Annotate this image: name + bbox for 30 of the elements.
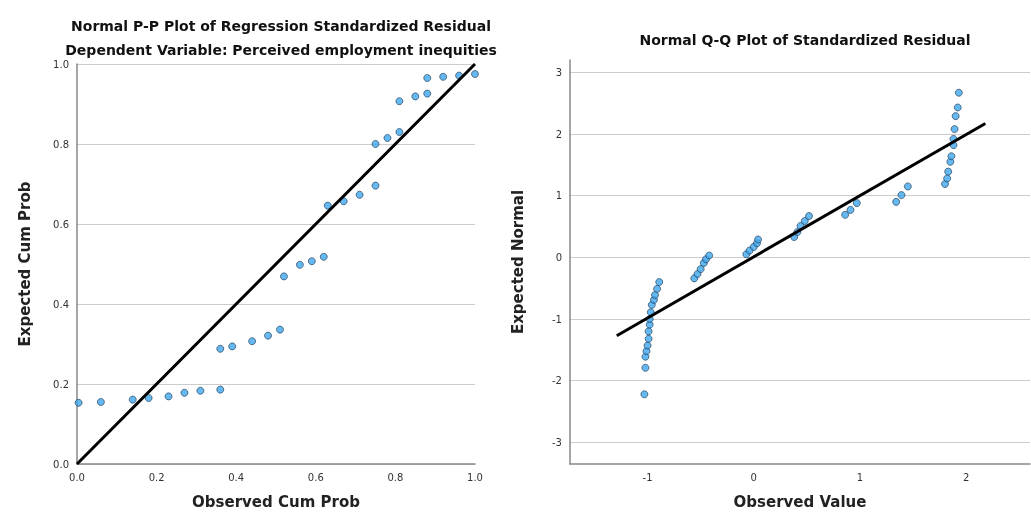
y-tick-label: 1.0 [53, 58, 69, 70]
x-axis-title: Observed Value [733, 492, 867, 511]
y-axis-title: Expected Cum Prob [15, 181, 34, 347]
x-tick-label: 0 [750, 471, 757, 483]
y-tick-label: 0.2 [53, 378, 69, 390]
x-tick-label: 1.0 [467, 471, 483, 483]
chart-title: Normal Q-Q Plot of Standardized Residual [639, 32, 971, 48]
x-tick-label: 1 [856, 471, 864, 483]
x-tick-label: 0.4 [228, 471, 245, 483]
y-tick-label: -1 [552, 313, 562, 325]
x-tick-label: 0.0 [69, 471, 85, 483]
y-tick-label: 0.0 [53, 458, 69, 470]
y-tick-label: 3 [555, 66, 562, 78]
y-tick-label: 0 [555, 251, 562, 263]
x-tick-label: -1 [642, 471, 653, 483]
chart-subtitle: Dependent Variable: Perceived employment inequities [65, 42, 497, 58]
x-tick-label: 0.6 [307, 471, 324, 483]
y-tick-label: -3 [552, 436, 562, 448]
x-tick-label: 0.8 [387, 471, 404, 483]
y-tick-label: 0.8 [53, 138, 69, 150]
y-tick-label: 2 [555, 128, 562, 140]
x-tick-label: 0.2 [148, 471, 165, 483]
y-axis-title: Expected Normal [508, 189, 527, 335]
x-axis-title: Observed Cum Prob [192, 492, 361, 511]
y-tick-label: 0.6 [53, 218, 69, 230]
x-tick-label: 2 [963, 471, 970, 483]
y-tick-label: 1 [555, 190, 562, 202]
y-tick-label: -2 [552, 375, 562, 387]
chart-title: Normal P-P Plot of Regression Standardized Residual [71, 18, 491, 34]
y-tick-label: 0.4 [53, 298, 69, 310]
